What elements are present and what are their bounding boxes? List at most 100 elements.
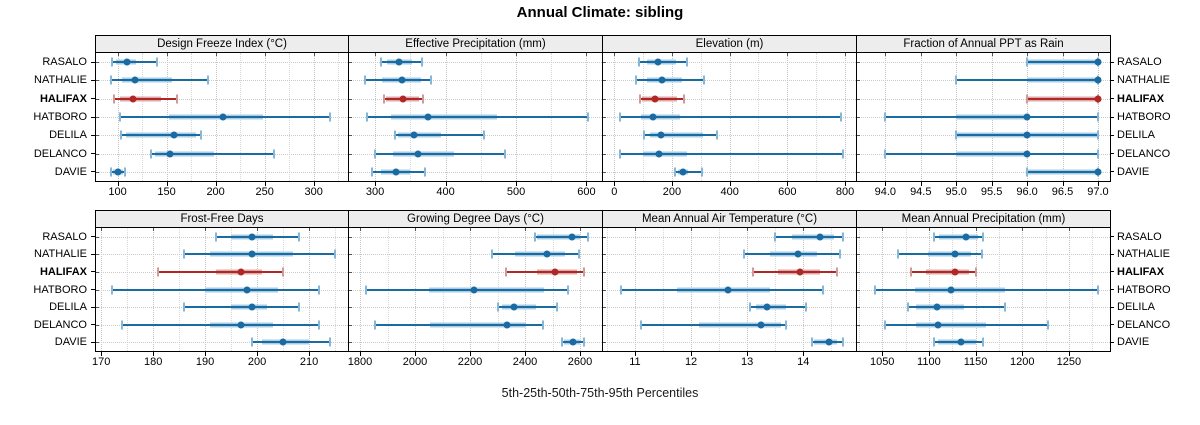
row-tick-mark-outer-left xyxy=(91,61,95,63)
median-dot-delanco xyxy=(655,150,663,158)
median-dot-nathalie xyxy=(248,250,256,258)
whisker-cap xyxy=(643,130,646,140)
interval-line-rasalo xyxy=(1027,61,1098,64)
row-tick-mark xyxy=(857,62,860,64)
row-tick-mark-outer-right xyxy=(1110,171,1114,173)
station-label-left-halifax: HALIFAX xyxy=(39,92,87,105)
median-dot-davie xyxy=(279,338,287,346)
x-tick-label: 400 xyxy=(436,186,455,198)
x-tick-mark xyxy=(920,182,922,186)
station-label-left-hatboro: HATBORO xyxy=(33,283,87,296)
median-dot-delila xyxy=(1023,131,1031,139)
interval-line-nathalie xyxy=(184,253,335,256)
median-dot-davie xyxy=(569,338,577,346)
row-tick-mark xyxy=(857,236,860,238)
whisker-cap xyxy=(841,232,844,242)
top-tick-mark xyxy=(845,53,847,56)
x-tick-label: 12 xyxy=(684,356,698,368)
whisker-cap xyxy=(496,302,499,312)
station-label-right-delila: DELILA xyxy=(1117,129,1155,142)
x-tick-label: 2000 xyxy=(402,356,428,368)
interval-line-nathalie xyxy=(492,253,579,256)
whisker-cap xyxy=(1047,320,1050,330)
interval-line-nathalie xyxy=(635,79,704,82)
row-tick-mark xyxy=(349,289,352,291)
row-tick-mark xyxy=(349,171,352,173)
whisker-cap xyxy=(910,267,913,277)
row-tick-mark xyxy=(349,153,352,155)
top-tick-mark xyxy=(882,228,884,231)
whisker-cap xyxy=(884,149,887,159)
station-label-left-rasalo: RASALO xyxy=(42,56,87,69)
top-tick-mark xyxy=(375,53,377,56)
whisker-cap xyxy=(424,167,427,177)
x-tick-mark xyxy=(205,352,207,356)
row-tick-mark xyxy=(96,324,99,326)
station-label-right-hatboro: HATBORO xyxy=(1117,283,1171,296)
station-label-left-halifax: HALIFAX xyxy=(39,265,87,278)
interval-line-davie xyxy=(1027,170,1098,173)
row-tick-mark xyxy=(603,236,606,238)
whisker-cap xyxy=(1026,94,1029,104)
row-tick-mark xyxy=(857,135,860,137)
whisker-cap xyxy=(364,75,367,85)
whisker-cap xyxy=(297,302,300,312)
whisker-cap xyxy=(955,130,958,140)
row-tick-mark xyxy=(96,135,99,137)
median-dot-halifax xyxy=(1094,95,1102,103)
median-dot-halifax xyxy=(129,95,137,103)
top-tick-mark xyxy=(885,53,887,56)
whisker-cap xyxy=(504,267,507,277)
whisker-cap xyxy=(109,75,112,85)
row-tick-mark-outer-left xyxy=(91,271,95,273)
x-tick-label: 95.5 xyxy=(980,186,1003,198)
whisker-cap xyxy=(183,302,186,312)
top-tick-mark xyxy=(787,53,789,56)
x-tick-mark xyxy=(215,182,217,186)
whisker-cap xyxy=(199,130,202,140)
row-tick-mark-outer-left xyxy=(91,98,95,100)
whisker-cap xyxy=(370,167,373,177)
x-tick-mark xyxy=(257,352,259,356)
x-tick-label: 97.0 xyxy=(1087,186,1109,198)
top-tick-mark xyxy=(671,53,673,56)
whisker-cap xyxy=(637,57,640,67)
whisker-cap xyxy=(250,337,253,347)
x-tick-label: 500 xyxy=(506,186,526,198)
median-dot-halifax xyxy=(551,268,559,276)
top-tick-mark xyxy=(580,228,581,231)
whisker-cap xyxy=(374,149,377,159)
x-tick-label: 100 xyxy=(108,186,127,198)
row-grid-line xyxy=(96,98,348,100)
median-dot-hatboro xyxy=(219,113,227,121)
whisker-cap xyxy=(701,167,704,177)
top-tick-mark xyxy=(586,53,588,56)
row-tick-mark xyxy=(857,80,860,82)
whisker-cap xyxy=(318,285,321,294)
row-tick-mark-outer-right xyxy=(1110,116,1114,118)
x-tick-label: 1800 xyxy=(347,356,373,368)
interval-line-halifax xyxy=(752,270,837,273)
row-tick-mark xyxy=(349,271,352,273)
interval-line-rasalo xyxy=(111,61,157,64)
median-dot-nathalie xyxy=(398,76,406,84)
x-tick-label: 2400 xyxy=(512,356,538,368)
median-dot-nathalie xyxy=(951,250,959,258)
whisker-cap xyxy=(328,337,331,347)
x-tick-label: 0 xyxy=(611,186,618,198)
whisker-cap xyxy=(273,149,276,159)
panel-header-effective-precipitation-mm: Effective Precipitation (mm) xyxy=(348,35,603,53)
median-dot-delanco xyxy=(1023,150,1031,158)
whisker-cap xyxy=(748,302,751,312)
x-tick-mark xyxy=(580,352,581,356)
row-tick-mark xyxy=(603,171,606,173)
panel-header-elevation-m: Elevation (m) xyxy=(602,35,857,53)
x-tick-mark xyxy=(956,182,958,186)
median-dot-halifax xyxy=(796,268,804,276)
whisker-cap xyxy=(839,112,842,122)
whisker-cap xyxy=(120,320,123,330)
whisker-cap xyxy=(533,232,536,242)
station-label-right-delila: DELILA xyxy=(1117,301,1155,314)
interval-line-delila xyxy=(644,134,718,137)
whisker-cap xyxy=(583,337,586,347)
